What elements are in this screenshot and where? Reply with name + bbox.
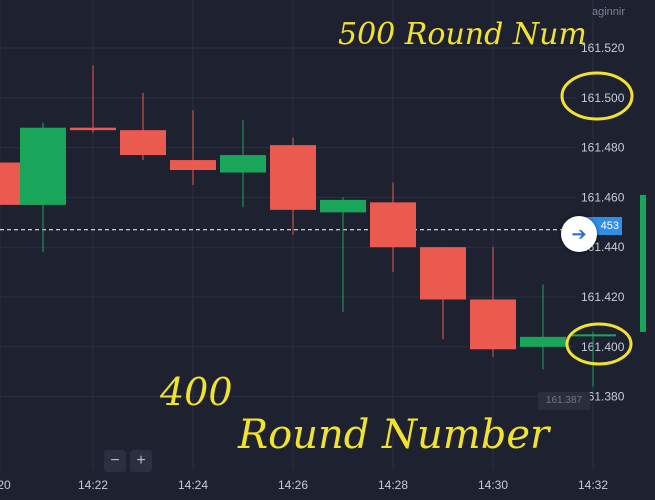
candle-body — [170, 160, 216, 171]
goto-latest-button[interactable]: ➔ — [561, 216, 597, 252]
price-timer-badge: 161.387 — [538, 392, 590, 410]
annotation-top: 500 Round Num — [338, 17, 587, 52]
candle-body — [120, 130, 166, 156]
x-tick-label: 20 — [0, 478, 11, 492]
candle — [420, 247, 466, 340]
x-tick-label: 14:32 — [578, 478, 608, 492]
candle-body — [570, 334, 616, 337]
y-tick-label: 161.500 — [581, 91, 625, 105]
candle-body — [70, 127, 116, 131]
candle — [270, 137, 316, 235]
candle — [370, 182, 416, 273]
candle-body — [270, 145, 316, 210]
x-tick-label: 14:24 — [178, 478, 208, 492]
y-tick-label: 161.480 — [581, 141, 625, 155]
candle-body — [420, 247, 466, 300]
x-tick-label: 14:28 — [378, 478, 408, 492]
candle-body — [470, 299, 516, 350]
y-tick-label: 161.400 — [581, 340, 625, 354]
y-tick-label: 161.520 — [581, 41, 625, 55]
candle — [570, 331, 616, 387]
candle-body — [520, 336, 566, 347]
candle — [70, 65, 116, 133]
annotation-bottom-line2: Round Number — [237, 412, 552, 458]
y-axis: 161.520161.500161.480161.460161.440161.4… — [581, 41, 625, 404]
y-tick-label: 161.380 — [581, 390, 625, 404]
candle — [120, 92, 166, 161]
annotation-circle-400 — [565, 322, 633, 366]
candle — [520, 284, 566, 370]
x-axis: 20 14:22 14:24 14:26 14:28 14:30 14:32 — [0, 478, 608, 492]
x-tick-label: 14:22 — [78, 478, 108, 492]
candle-body — [220, 155, 266, 173]
candle-body — [320, 199, 366, 213]
candle — [220, 120, 266, 208]
candle-body — [370, 202, 416, 248]
candle — [640, 194, 646, 332]
annotation-bottom-line1: 400 — [159, 370, 233, 414]
candle — [20, 122, 66, 253]
zoom-out-button[interactable]: − — [104, 450, 126, 472]
candle — [320, 197, 366, 312]
header-label: aginnir — [592, 6, 626, 18]
zoom-in-button[interactable]: + — [130, 450, 152, 472]
candle-body — [640, 194, 646, 332]
candles — [0, 65, 646, 387]
candle-body — [20, 127, 66, 205]
y-tick-label: 161.460 — [581, 190, 625, 204]
annotation-circle-500 — [560, 71, 634, 121]
x-tick-label: 14:30 — [478, 478, 508, 492]
candle — [470, 247, 516, 357]
x-tick-label: 14:26 — [278, 478, 308, 492]
candle — [170, 110, 216, 185]
y-tick-label: 161.420 — [581, 290, 625, 304]
